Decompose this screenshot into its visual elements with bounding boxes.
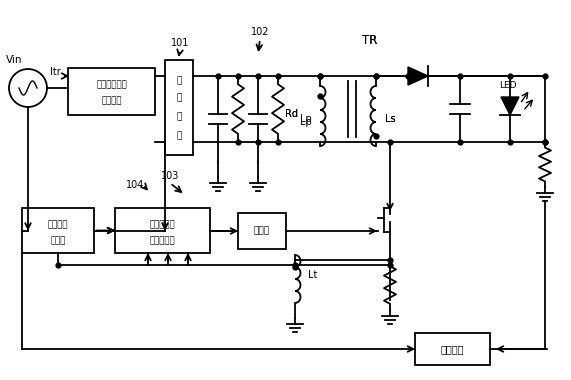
Text: 流: 流 <box>176 93 182 103</box>
Text: Rd: Rd <box>284 109 297 119</box>
Text: 103: 103 <box>161 171 179 181</box>
Text: 驱动器: 驱动器 <box>254 226 270 236</box>
Bar <box>115 208 210 253</box>
Text: 104: 104 <box>126 180 144 190</box>
Text: 调光信号: 调光信号 <box>48 221 69 230</box>
Text: 整: 整 <box>176 76 182 86</box>
Text: 三端双向可控: 三端双向可控 <box>96 80 127 89</box>
Text: TR: TR <box>363 33 377 46</box>
Text: Ls: Ls <box>385 114 395 124</box>
Text: 校正控制器: 校正控制器 <box>150 236 175 245</box>
Text: Rd: Rd <box>284 109 297 119</box>
Polygon shape <box>408 67 428 85</box>
Text: Vin: Vin <box>6 55 22 65</box>
Text: 模: 模 <box>176 112 182 122</box>
Text: TR: TR <box>363 33 377 46</box>
Text: 101: 101 <box>171 38 189 48</box>
Text: 非功率因数: 非功率因数 <box>150 221 175 230</box>
Text: LED: LED <box>499 81 517 90</box>
Text: 硅调光器: 硅调光器 <box>101 97 122 105</box>
Text: 102: 102 <box>251 27 270 37</box>
Text: 反馈网络: 反馈网络 <box>441 344 464 354</box>
Polygon shape <box>501 97 519 115</box>
Bar <box>238 213 286 249</box>
Bar <box>22 208 94 253</box>
Bar <box>68 68 155 115</box>
Bar <box>165 60 193 155</box>
Text: Ls: Ls <box>385 114 395 124</box>
Text: Itr: Itr <box>50 67 61 77</box>
Text: 发生器: 发生器 <box>50 236 66 245</box>
Text: 块: 块 <box>176 131 182 141</box>
Text: Lp: Lp <box>300 117 312 127</box>
Text: Lt: Lt <box>308 270 317 280</box>
Text: Lp: Lp <box>300 114 312 124</box>
Bar <box>415 333 490 365</box>
